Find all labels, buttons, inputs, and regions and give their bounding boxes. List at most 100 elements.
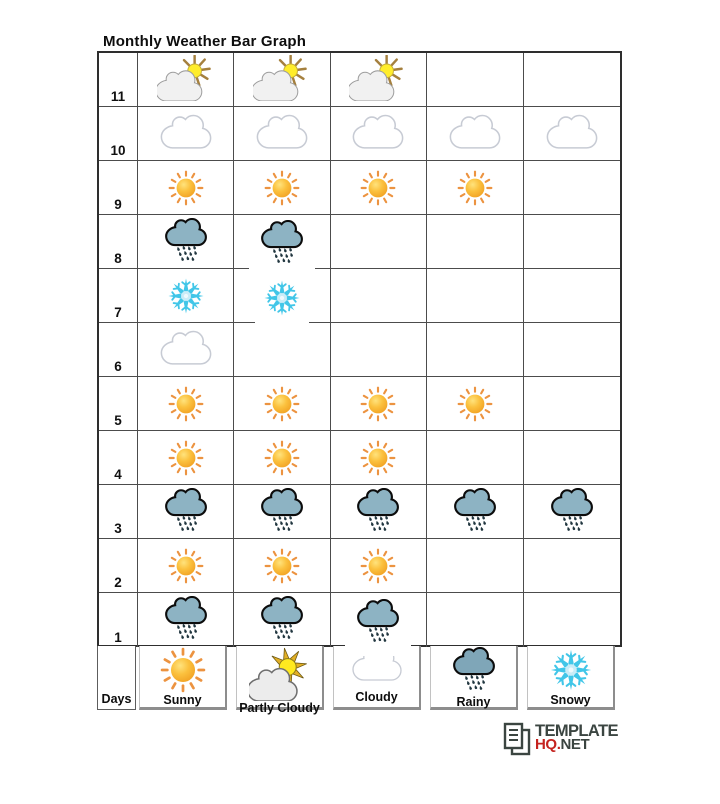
grid-cell	[523, 161, 620, 215]
grid-cell	[330, 107, 428, 161]
sunny-icon	[360, 548, 396, 584]
grid-cell	[234, 53, 331, 107]
grid-cell	[138, 485, 235, 539]
grid-cell	[138, 539, 235, 593]
rainy-icon	[249, 219, 316, 277]
grid-cell	[138, 161, 235, 215]
page-title: Monthly Weather Bar Graph	[103, 33, 307, 50]
grid-cell	[523, 107, 620, 161]
sunny-icon	[160, 646, 206, 693]
grid-cell	[138, 215, 235, 269]
grid-cell	[427, 107, 524, 161]
rainy-icon	[160, 487, 212, 536]
grid-cell	[234, 161, 331, 215]
sunny-icon	[360, 440, 396, 476]
day-number: 10	[99, 107, 138, 161]
grid-cell	[330, 323, 428, 377]
templatehq-logo: TEMPLATE HQ.NET	[502, 721, 618, 759]
rainy-icon	[345, 597, 412, 656]
cloudy-icon	[158, 114, 214, 154]
grid-cell	[330, 269, 428, 323]
grid-cell	[523, 377, 620, 431]
grid-cell	[138, 53, 235, 107]
grid-cell	[234, 539, 331, 593]
grid-cell	[427, 161, 524, 215]
grid-cell	[138, 323, 235, 377]
grid-cell	[331, 593, 428, 656]
day-number: 5	[99, 377, 138, 431]
cloudy-icon	[254, 114, 310, 154]
grid-cell	[234, 323, 331, 377]
grid-cell	[330, 431, 428, 485]
document-icon	[502, 721, 533, 759]
grid-cell	[523, 323, 620, 377]
logo-line2: HQ.NET	[535, 736, 590, 753]
grid-cell	[330, 53, 428, 107]
rainy-icon	[160, 596, 212, 644]
grid-cell	[234, 377, 331, 431]
grid-cell	[524, 593, 620, 647]
logo-line1: TEMPLATE	[535, 722, 618, 740]
day-number: 11	[99, 53, 138, 107]
day-number: 9	[99, 161, 138, 215]
grid-cell	[330, 161, 428, 215]
grid-cell	[523, 215, 620, 269]
grid-cell	[330, 485, 428, 539]
cloudy-icon	[447, 114, 503, 154]
grid-cell	[427, 485, 524, 539]
grid-cell	[234, 431, 331, 485]
day-number: 4	[99, 431, 138, 485]
grid-cell	[427, 269, 524, 323]
grid-cell	[234, 593, 331, 647]
days-label: Days	[101, 692, 132, 706]
legend-label: Sunny	[163, 693, 202, 707]
grid-cell	[138, 269, 235, 323]
grid-cell	[427, 593, 524, 647]
sunny-icon	[264, 386, 300, 422]
grid-cell	[330, 215, 428, 269]
grid-cell	[234, 485, 331, 539]
partly-cloudy-icon	[248, 646, 311, 701]
cloudy-icon	[350, 114, 406, 154]
grid-cell	[330, 539, 428, 593]
partly-cloudy-icon	[156, 55, 215, 101]
grid-cell	[523, 431, 620, 485]
grid-cell	[523, 485, 620, 539]
legend-label: Partly Cloudy	[239, 701, 320, 715]
sunny-icon	[168, 386, 204, 422]
partly-cloudy-icon	[253, 55, 311, 101]
grid-cell	[234, 107, 331, 161]
legend-label: Snowy	[550, 693, 591, 707]
grid-cell	[427, 53, 524, 107]
legend-label: Rainy	[456, 695, 491, 709]
day-number: 8	[99, 215, 138, 269]
snowy-icon	[548, 646, 594, 693]
day-number: 6	[99, 323, 138, 377]
partly-cloudy-icon	[349, 55, 407, 101]
legend-row: Days Sunny Partly Cloudy Cloudy Rainy Snowy	[97, 646, 622, 715]
rainy-icon	[256, 596, 308, 644]
sunny-icon	[264, 170, 300, 206]
grid-cell	[138, 377, 235, 431]
rainy-icon	[160, 217, 212, 266]
legend-item-sunny: Sunny	[139, 646, 227, 710]
grid-cell	[138, 593, 235, 647]
day-number: 2	[99, 539, 138, 593]
weather-grid: 11 10 9 8 7 6 5 4 3 2 1	[97, 51, 622, 656]
sunny-icon	[264, 548, 300, 584]
legend-item-cloudy: Cloudy	[333, 646, 421, 710]
grid-cell	[234, 215, 331, 277]
legend-label: Cloudy	[355, 690, 398, 704]
rainy-icon	[352, 487, 404, 536]
grid-cell	[234, 269, 331, 327]
day-number: 3	[99, 485, 138, 539]
grid-cell	[330, 377, 428, 431]
legend-days-cell: Days	[97, 646, 136, 710]
rainy-icon	[449, 487, 501, 536]
grid-cell	[427, 377, 524, 431]
cloudy-icon	[544, 114, 600, 154]
sunny-icon	[457, 170, 493, 206]
rainy-icon	[546, 487, 598, 536]
sunny-icon	[264, 440, 300, 476]
snowy-icon	[166, 276, 206, 316]
